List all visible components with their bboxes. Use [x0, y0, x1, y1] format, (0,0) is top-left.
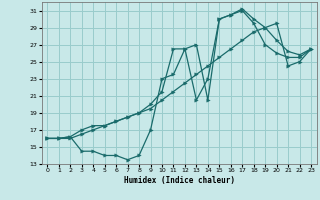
X-axis label: Humidex (Indice chaleur): Humidex (Indice chaleur): [124, 176, 235, 185]
